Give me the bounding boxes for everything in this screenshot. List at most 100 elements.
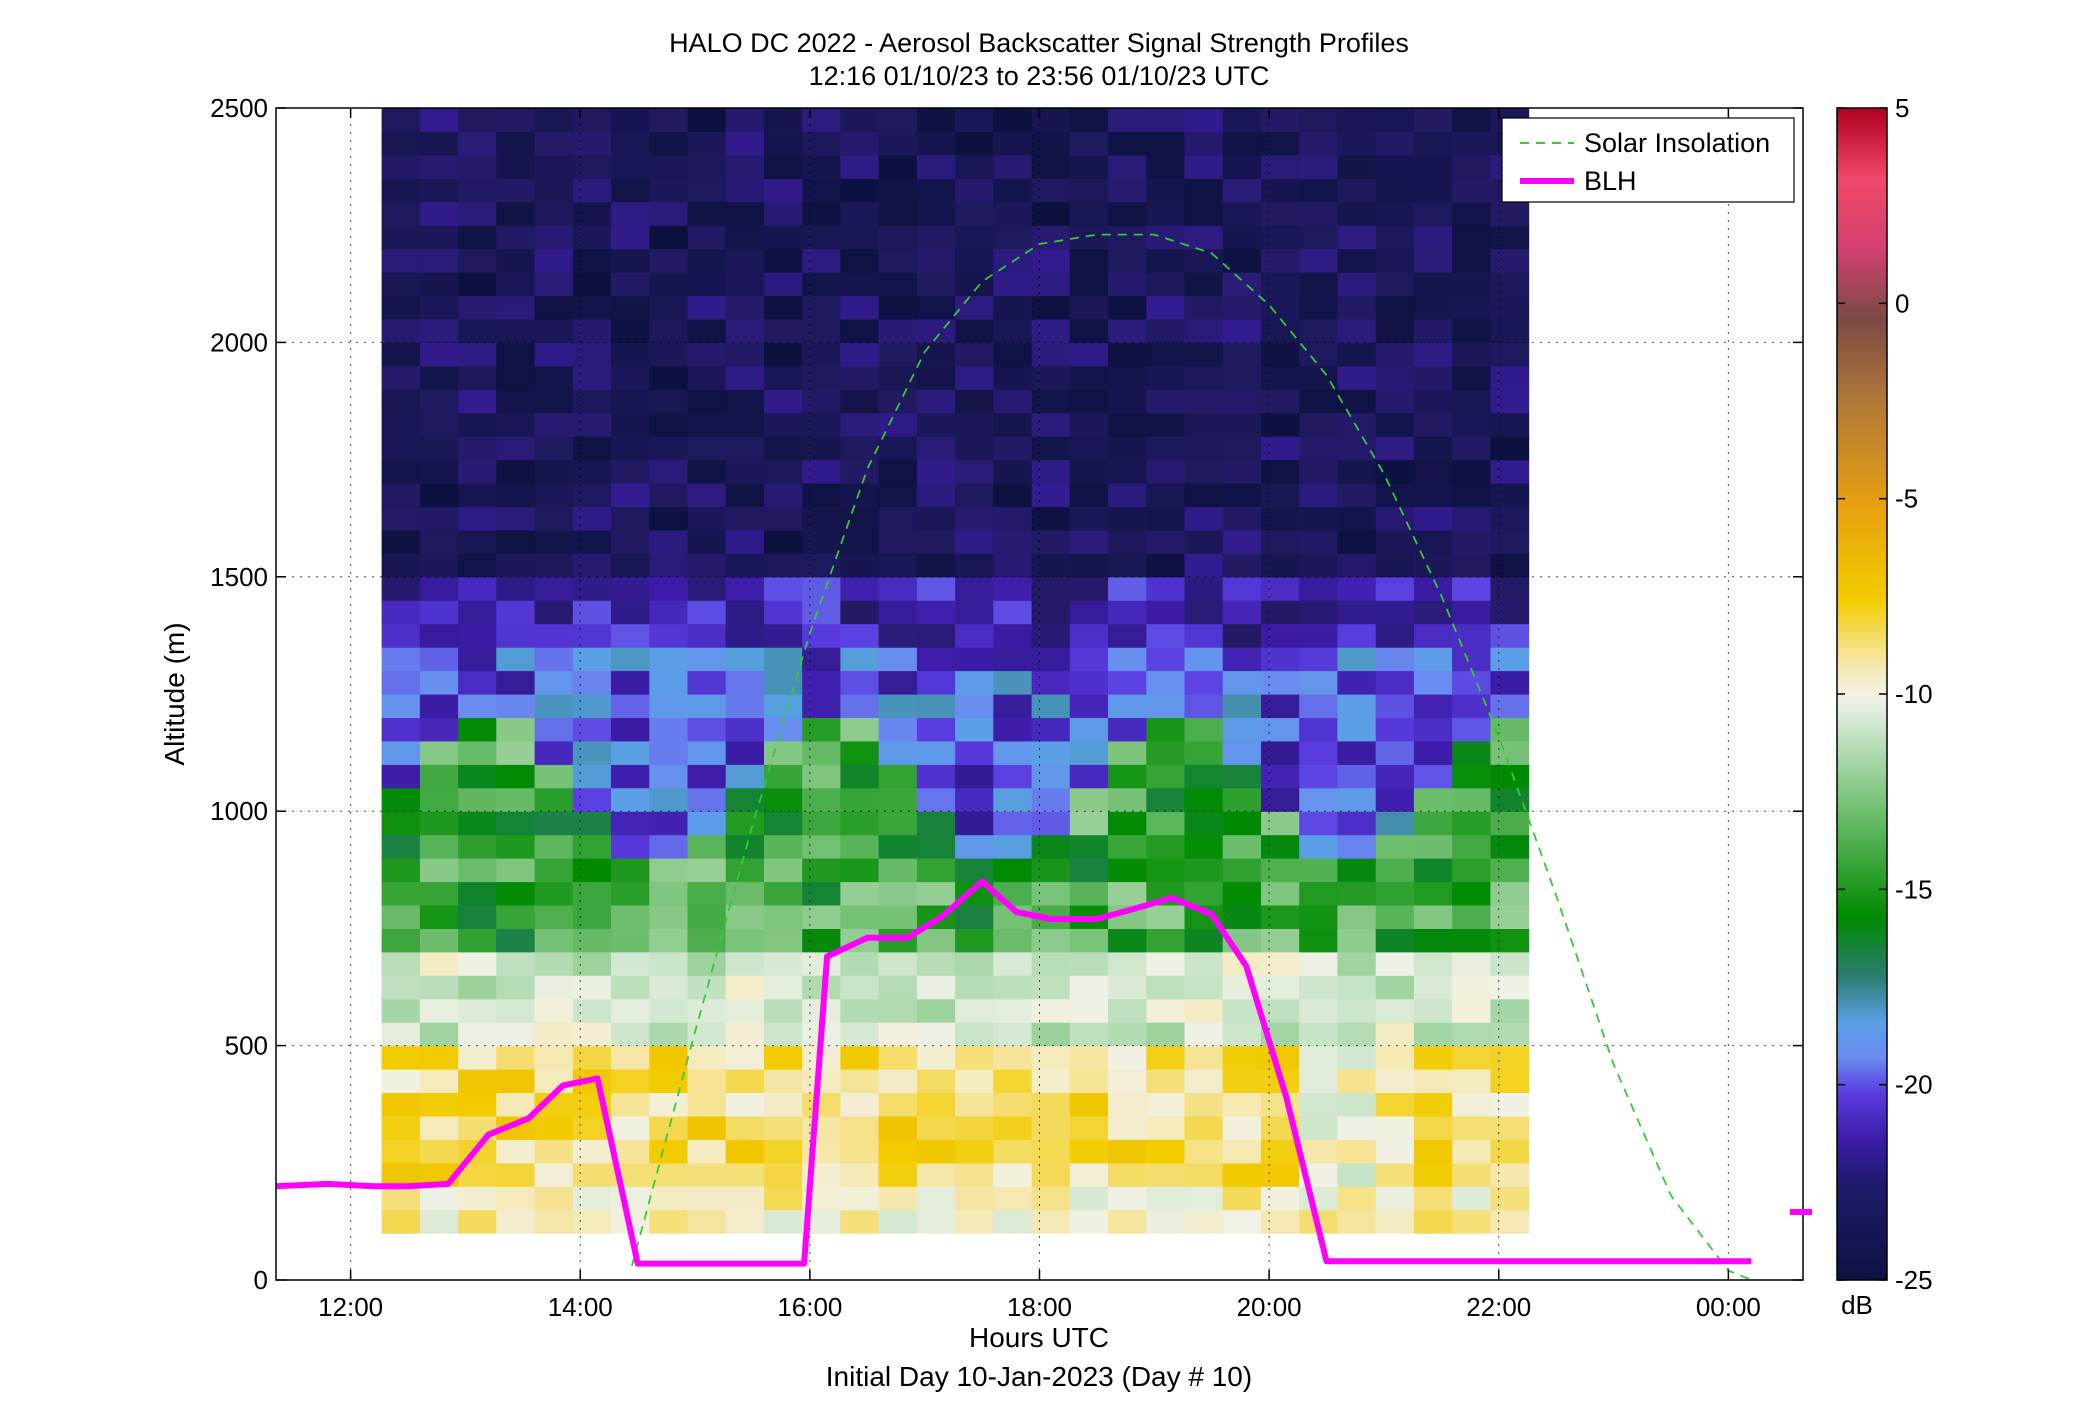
heatmap-cell bbox=[572, 764, 612, 789]
heatmap-cell bbox=[687, 272, 727, 297]
x-axis-ticks: 12:00 14:00 16:00 18:00 20:00 22:00 00:00 bbox=[318, 108, 1761, 1322]
heatmap-cell bbox=[802, 858, 841, 883]
heatmap-cell bbox=[1490, 1209, 1530, 1234]
heatmap-cell bbox=[725, 1209, 765, 1234]
heatmap-cell bbox=[649, 459, 689, 484]
heatmap-cell bbox=[1337, 670, 1377, 695]
heatmap-cell bbox=[1146, 272, 1186, 297]
heatmap-cell bbox=[1337, 1069, 1377, 1093]
heatmap-cell bbox=[1299, 740, 1338, 765]
heatmap-cell bbox=[649, 225, 689, 250]
heatmap-cell bbox=[1261, 365, 1300, 390]
heatmap-cell bbox=[993, 1209, 1033, 1234]
heatmap-cell bbox=[993, 1115, 1033, 1140]
heatmap-cell bbox=[916, 881, 956, 906]
heatmap-cell bbox=[572, 1022, 612, 1047]
heatmap-cell bbox=[496, 1022, 536, 1047]
heatmap-cell bbox=[1452, 178, 1491, 203]
heatmap-cell bbox=[1184, 319, 1224, 343]
heatmap-cell bbox=[419, 740, 459, 765]
heatmap-cell bbox=[1337, 905, 1377, 929]
heatmap-cell bbox=[1337, 717, 1377, 742]
heatmap-cell bbox=[1337, 1092, 1377, 1117]
heatmap-cell bbox=[764, 295, 803, 320]
y-tick-label: 1500 bbox=[210, 562, 268, 592]
heatmap-cell bbox=[1413, 342, 1453, 367]
heatmap-cell bbox=[687, 740, 727, 765]
heatmap-cell bbox=[878, 811, 918, 836]
heatmap-cell bbox=[1222, 834, 1262, 859]
heatmap-cell bbox=[1337, 647, 1377, 672]
heatmap-cell bbox=[534, 1139, 574, 1164]
heatmap-cell bbox=[687, 905, 727, 929]
heatmap-cell bbox=[458, 834, 497, 859]
heatmap-cell bbox=[1222, 764, 1262, 789]
heatmap-cell bbox=[687, 1209, 727, 1234]
heatmap-cell bbox=[1337, 272, 1377, 297]
heatmap-cell bbox=[458, 365, 497, 390]
heatmap-cell bbox=[955, 623, 994, 648]
heatmap-cell bbox=[802, 623, 841, 648]
heatmap-cell bbox=[840, 436, 880, 461]
heatmap-cell bbox=[458, 998, 497, 1023]
heatmap-cell bbox=[1146, 1209, 1186, 1234]
heatmap-cell bbox=[916, 951, 956, 976]
heatmap-cell bbox=[1108, 459, 1147, 484]
heatmap-cell bbox=[764, 1045, 803, 1070]
heatmap-cell bbox=[1222, 1186, 1262, 1211]
heatmap-cell bbox=[878, 905, 918, 929]
heatmap-cell bbox=[1146, 365, 1186, 390]
heatmap-cell bbox=[649, 858, 689, 883]
heatmap-cell bbox=[1031, 1115, 1071, 1140]
heatmap-cell bbox=[764, 1139, 803, 1164]
heatmap-cell bbox=[458, 506, 497, 531]
heatmap-cell bbox=[1222, 154, 1262, 179]
heatmap-cell bbox=[764, 647, 803, 672]
heatmap-cell bbox=[419, 1022, 459, 1047]
heatmap-cell bbox=[1337, 764, 1377, 789]
heatmap-cell bbox=[1299, 459, 1338, 484]
heatmap-cell bbox=[1184, 998, 1224, 1023]
heatmap-cell bbox=[1375, 225, 1415, 250]
heatmap-cell bbox=[458, 787, 497, 812]
heatmap-cell bbox=[534, 928, 574, 953]
heatmap-cell bbox=[1452, 717, 1491, 742]
heatmap-cell bbox=[1299, 436, 1338, 461]
heatmap-cell bbox=[1222, 295, 1262, 320]
heatmap-cell bbox=[1413, 600, 1453, 625]
heatmap-cell bbox=[878, 131, 918, 156]
heatmap-cell bbox=[496, 108, 536, 132]
heatmap-cell bbox=[840, 178, 880, 203]
heatmap-cell bbox=[572, 740, 612, 765]
heatmap-cell bbox=[1337, 319, 1377, 343]
heatmap-cell bbox=[878, 483, 918, 507]
heatmap-cell bbox=[993, 459, 1033, 484]
heatmap-cell bbox=[496, 764, 536, 789]
y-tick-label: 0 bbox=[254, 1265, 268, 1295]
heatmap-cell bbox=[1490, 834, 1530, 859]
heatmap-cell bbox=[1299, 1139, 1338, 1164]
heatmap-cell bbox=[1069, 1186, 1109, 1211]
heatmap-cell bbox=[572, 1162, 612, 1187]
heatmap-cell bbox=[1413, 319, 1453, 343]
heatmap-cell bbox=[878, 998, 918, 1023]
heatmap-cell bbox=[458, 811, 497, 836]
heatmap-cell bbox=[1069, 529, 1109, 554]
heatmap-cell bbox=[1031, 553, 1071, 578]
heatmap-cell bbox=[878, 858, 918, 883]
heatmap-cell bbox=[916, 365, 956, 390]
heatmap-cell bbox=[1031, 717, 1071, 742]
heatmap-cell bbox=[1184, 506, 1224, 531]
heatmap-cell bbox=[878, 881, 918, 906]
heatmap-cell bbox=[764, 436, 803, 461]
heatmap-cell bbox=[764, 319, 803, 343]
heatmap-cell bbox=[611, 975, 650, 1000]
heatmap-cell bbox=[1337, 1115, 1377, 1140]
colorbar-label: dB bbox=[1841, 1290, 1873, 1320]
heatmap-cell bbox=[1146, 764, 1186, 789]
heatmap-cell bbox=[649, 623, 689, 648]
heatmap-cell bbox=[878, 553, 918, 578]
heatmap-cell bbox=[802, 1139, 841, 1164]
heatmap-cell bbox=[1375, 670, 1415, 695]
heatmap-cell bbox=[1222, 1092, 1262, 1117]
